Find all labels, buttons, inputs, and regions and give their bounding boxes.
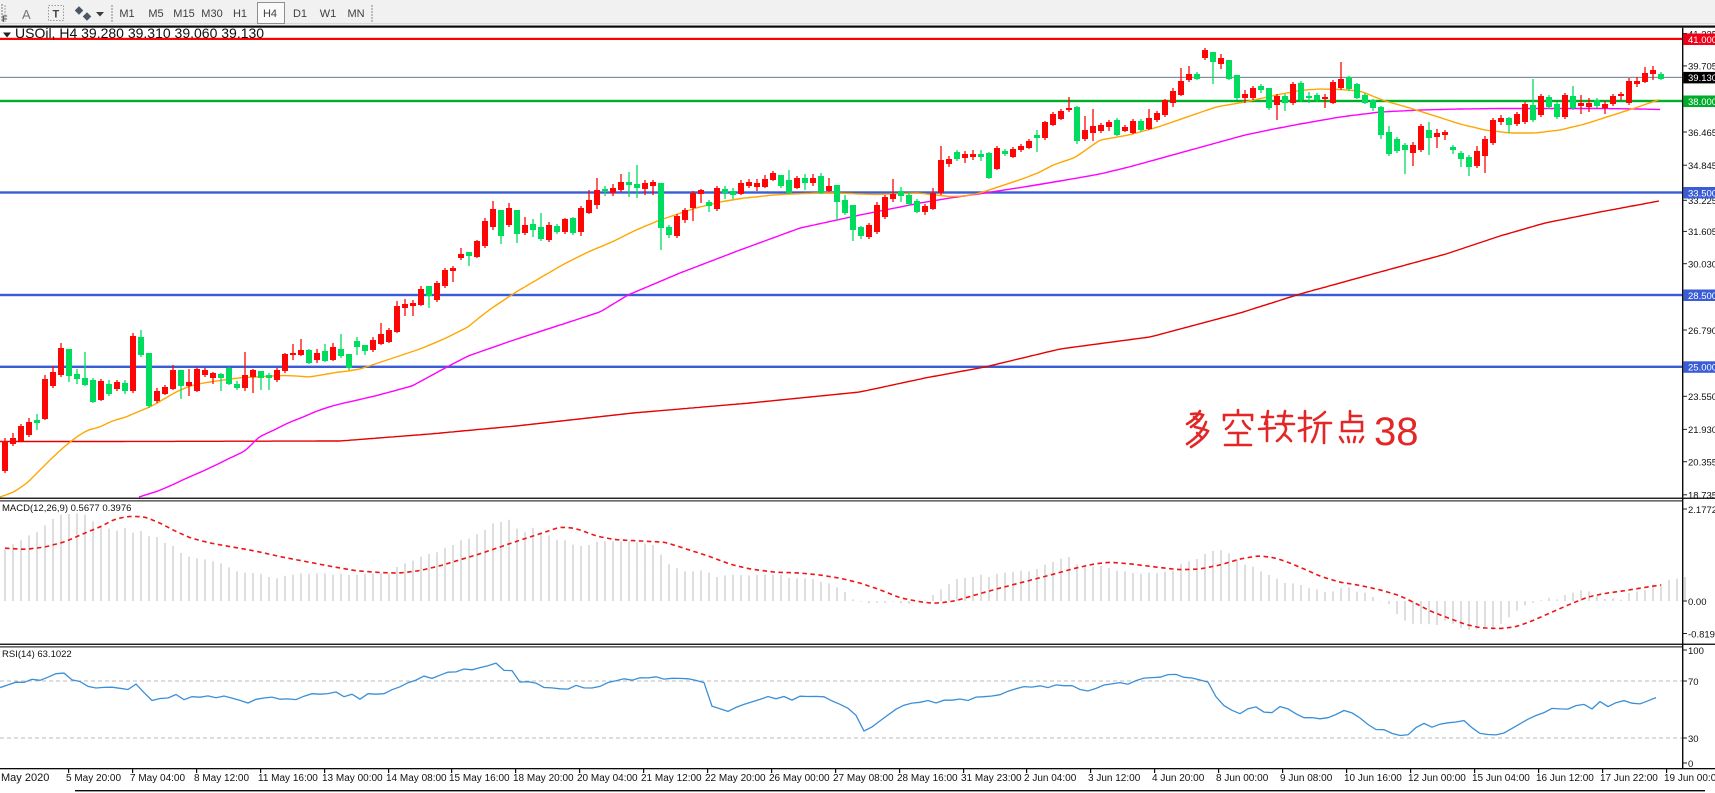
svg-text:5 May 20:00: 5 May 20:00 (66, 773, 121, 784)
svg-text:13 May 00:00: 13 May 00:00 (322, 773, 383, 784)
svg-text:H4: H4 (263, 8, 277, 20)
svg-text:15 May 16:00: 15 May 16:00 (449, 773, 510, 784)
svg-text:12 Jun 00:00: 12 Jun 00:00 (1408, 773, 1466, 784)
svg-text:21.930: 21.930 (1688, 425, 1715, 436)
svg-text:7 May 04:00: 7 May 04:00 (130, 773, 185, 784)
svg-text:M5: M5 (148, 8, 163, 20)
svg-text:USOil, H4 39.280 39.310 39.06: USOil, H4 39.280 39.310 39.060 39.130 (15, 25, 264, 41)
svg-text:4 Jun 20:00: 4 Jun 20:00 (1152, 773, 1205, 784)
svg-text:31.605: 31.605 (1688, 227, 1715, 238)
svg-text:20.355: 20.355 (1688, 458, 1715, 469)
svg-text:21 May 12:00: 21 May 12:00 (641, 773, 702, 784)
svg-text:15 Jun 04:00: 15 Jun 04:00 (1472, 773, 1530, 784)
svg-text:F: F (2, 14, 8, 24)
svg-text:RSI(14) 63.1022: RSI(14) 63.1022 (2, 649, 72, 660)
svg-text:M15: M15 (173, 8, 194, 20)
svg-text:0.00: 0.00 (1688, 597, 1707, 608)
svg-text:10 Jun 16:00: 10 Jun 16:00 (1344, 773, 1402, 784)
svg-text:W1: W1 (320, 8, 337, 20)
svg-text:May 2020: May 2020 (1, 772, 49, 784)
svg-text:M1: M1 (119, 8, 134, 20)
svg-text:19 Jun 00:00: 19 Jun 00:00 (1664, 773, 1715, 784)
svg-text:39.705: 39.705 (1688, 62, 1715, 73)
svg-text:30.030: 30.030 (1688, 260, 1715, 271)
svg-text:70: 70 (1688, 677, 1699, 688)
svg-text:3 Jun 12:00: 3 Jun 12:00 (1088, 773, 1141, 784)
svg-text:28 May 16:00: 28 May 16:00 (897, 773, 958, 784)
svg-text:25.000: 25.000 (1688, 363, 1715, 374)
svg-text:D1: D1 (293, 8, 307, 20)
svg-text:M30: M30 (201, 8, 222, 20)
svg-text:T: T (53, 9, 60, 21)
svg-text:22 May 20:00: 22 May 20:00 (705, 773, 766, 784)
svg-text:MN: MN (347, 8, 364, 20)
svg-text:34.845: 34.845 (1688, 161, 1715, 172)
svg-text:27 May 08:00: 27 May 08:00 (833, 773, 894, 784)
svg-text:28.500: 28.500 (1688, 291, 1715, 302)
svg-text:33.225: 33.225 (1688, 196, 1715, 207)
svg-text:18.735: 18.735 (1688, 491, 1715, 502)
svg-text:2.1772: 2.1772 (1688, 505, 1715, 516)
svg-text:20 May 04:00: 20 May 04:00 (577, 773, 638, 784)
svg-text:9 Jun 08:00: 9 Jun 08:00 (1280, 773, 1333, 784)
svg-text:14 May 08:00: 14 May 08:00 (386, 773, 447, 784)
svg-text:31 May 23:00: 31 May 23:00 (961, 773, 1022, 784)
svg-text:8 Jun 00:00: 8 Jun 00:00 (1216, 773, 1269, 784)
svg-text:18 May 20:00: 18 May 20:00 (513, 773, 574, 784)
svg-text:41.000: 41.000 (1688, 35, 1715, 46)
svg-text:-0.819: -0.819 (1688, 629, 1715, 640)
svg-text:38: 38 (1374, 410, 1419, 454)
svg-text:MACD(12,26,9) 0.5677 0.3976: MACD(12,26,9) 0.5677 0.3976 (2, 503, 131, 514)
svg-text:A: A (22, 7, 31, 22)
svg-text:30: 30 (1688, 734, 1699, 745)
svg-text:39.130: 39.130 (1688, 73, 1715, 84)
svg-text:0: 0 (1688, 759, 1693, 770)
svg-text:2 Jun 04:00: 2 Jun 04:00 (1024, 773, 1077, 784)
svg-text:26.790: 26.790 (1688, 326, 1715, 337)
svg-text:33.500: 33.500 (1688, 188, 1715, 199)
svg-text:38.000: 38.000 (1688, 97, 1715, 108)
svg-text:16 Jun 12:00: 16 Jun 12:00 (1536, 773, 1594, 784)
svg-text:17 Jun 22:00: 17 Jun 22:00 (1600, 773, 1658, 784)
svg-text:8 May 12:00: 8 May 12:00 (194, 773, 249, 784)
svg-text:H1: H1 (233, 8, 247, 20)
svg-text:26 May 00:00: 26 May 00:00 (769, 773, 830, 784)
svg-text:11 May 16:00: 11 May 16:00 (258, 773, 318, 784)
svg-text:23.550: 23.550 (1688, 392, 1715, 403)
svg-text:36.465: 36.465 (1688, 128, 1715, 139)
svg-text:100: 100 (1688, 646, 1704, 657)
